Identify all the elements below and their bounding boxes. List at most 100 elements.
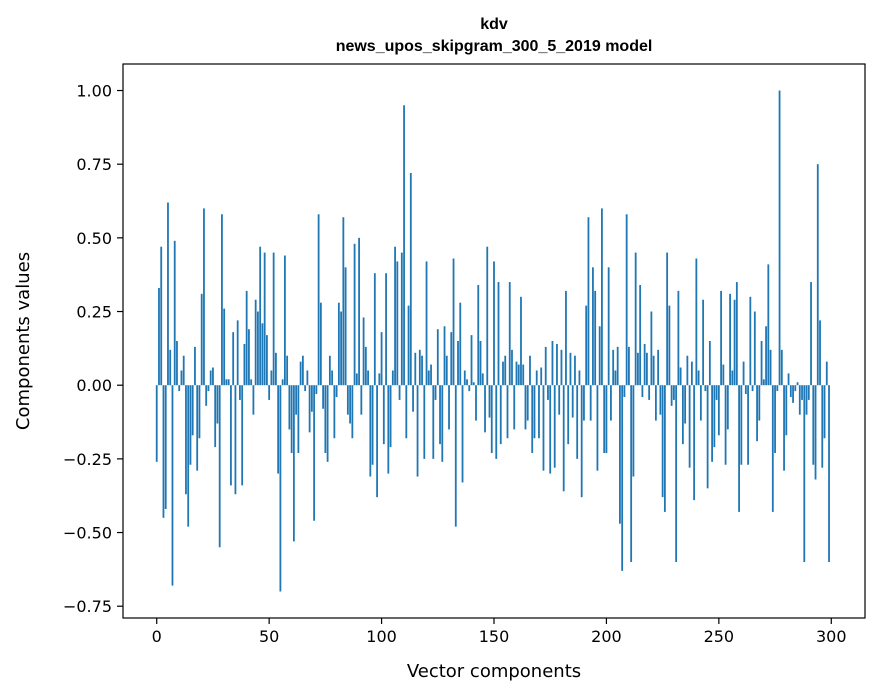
bar-104 [389,385,392,448]
bar-30 [223,308,226,386]
bar-216 [641,385,644,397]
bar-9 [176,341,178,386]
bar-199 [603,385,606,453]
y-tick-label: 0.75 [76,155,112,174]
bar-149 [490,385,493,453]
bar-83 [342,217,345,386]
bar-239 [693,385,696,501]
bar-91 [360,385,363,415]
bar-137 [463,370,466,386]
bar-18 [196,385,199,471]
bar-161 [517,364,520,386]
x-tick-label: 250 [704,627,735,646]
bar-138 [466,379,468,386]
bar-61 [292,385,295,542]
bar-187 [576,385,579,459]
bar-281 [787,373,790,386]
bar-279 [783,385,785,471]
bar-57 [283,255,286,386]
bar-92 [362,317,365,386]
bar-26 [214,385,217,448]
bar-128 [443,326,446,386]
bar-98 [376,385,378,498]
bar-201 [607,267,610,386]
bar-245 [706,385,709,489]
bars-group [155,90,830,592]
bar-75 [324,385,327,453]
bar-97 [373,273,376,386]
bar-250 [717,385,720,436]
plot-frame [122,63,866,619]
bar-265 [751,385,754,392]
bar-116 [416,385,419,477]
bar-162 [520,296,522,386]
bar-246 [708,341,711,386]
bar-25 [212,367,214,386]
bar-107 [396,261,399,386]
bar-44 [254,299,257,386]
x-axis: 0 50 100 150 200 250 300 [152,618,847,646]
bar-66 [304,385,307,392]
bar-87 [351,385,354,439]
bar-269 [760,341,763,386]
bar-247 [711,385,713,462]
bar-209 [625,214,628,386]
x-axis-label: Vector components [407,661,581,682]
bar-53 [275,352,277,386]
bar-204 [614,370,617,386]
bar-4 [164,385,167,509]
bar-96 [371,385,374,465]
chart-title: kdv [480,16,508,33]
bar-51 [270,370,273,386]
bar-213 [634,252,637,386]
bar-277 [778,90,781,386]
bar-80 [335,385,338,397]
bar-275 [774,385,776,453]
bar-166 [529,355,531,386]
bar-152 [497,282,500,386]
bar-141 [472,382,475,386]
bar-255 [729,293,731,386]
bar-179 [558,385,561,415]
bar-29 [221,214,223,386]
bar-130 [448,385,450,430]
bar-90 [358,237,360,386]
bar-74 [322,385,325,409]
bar-188 [578,370,581,386]
bar-108 [398,385,401,400]
bar-133 [454,385,457,527]
bar-190 [583,385,585,421]
bar-297 [823,385,826,439]
bar-298 [825,361,828,386]
bar-195 [594,290,597,386]
bar-165 [526,385,529,421]
bar-263 [747,385,749,465]
bar-229 [670,385,673,406]
bar-84 [344,267,347,386]
bar-286 [798,385,801,415]
bar-197 [598,326,601,386]
bar-278 [780,349,783,386]
bar-55 [279,385,282,592]
bar-32 [227,379,230,386]
bar-50 [268,385,271,400]
bar-181 [562,385,565,492]
bar-2 [160,246,163,386]
chart-subtitle: news_upos_skipgram_300_5_2019 model [336,38,653,55]
bar-148 [488,385,491,418]
bar-186 [574,355,576,386]
bar-230 [672,385,675,400]
bar-226 [663,385,666,512]
bar-146 [484,385,486,433]
bar-273 [769,349,772,386]
bar-296 [821,385,824,468]
bar-289 [805,385,808,415]
bar-157 [508,282,511,386]
bar-212 [632,385,635,477]
bar-10 [178,385,181,392]
bar-121 [427,370,430,386]
bar-185 [571,385,574,418]
bar-60 [290,385,293,453]
bar-100 [380,332,383,386]
